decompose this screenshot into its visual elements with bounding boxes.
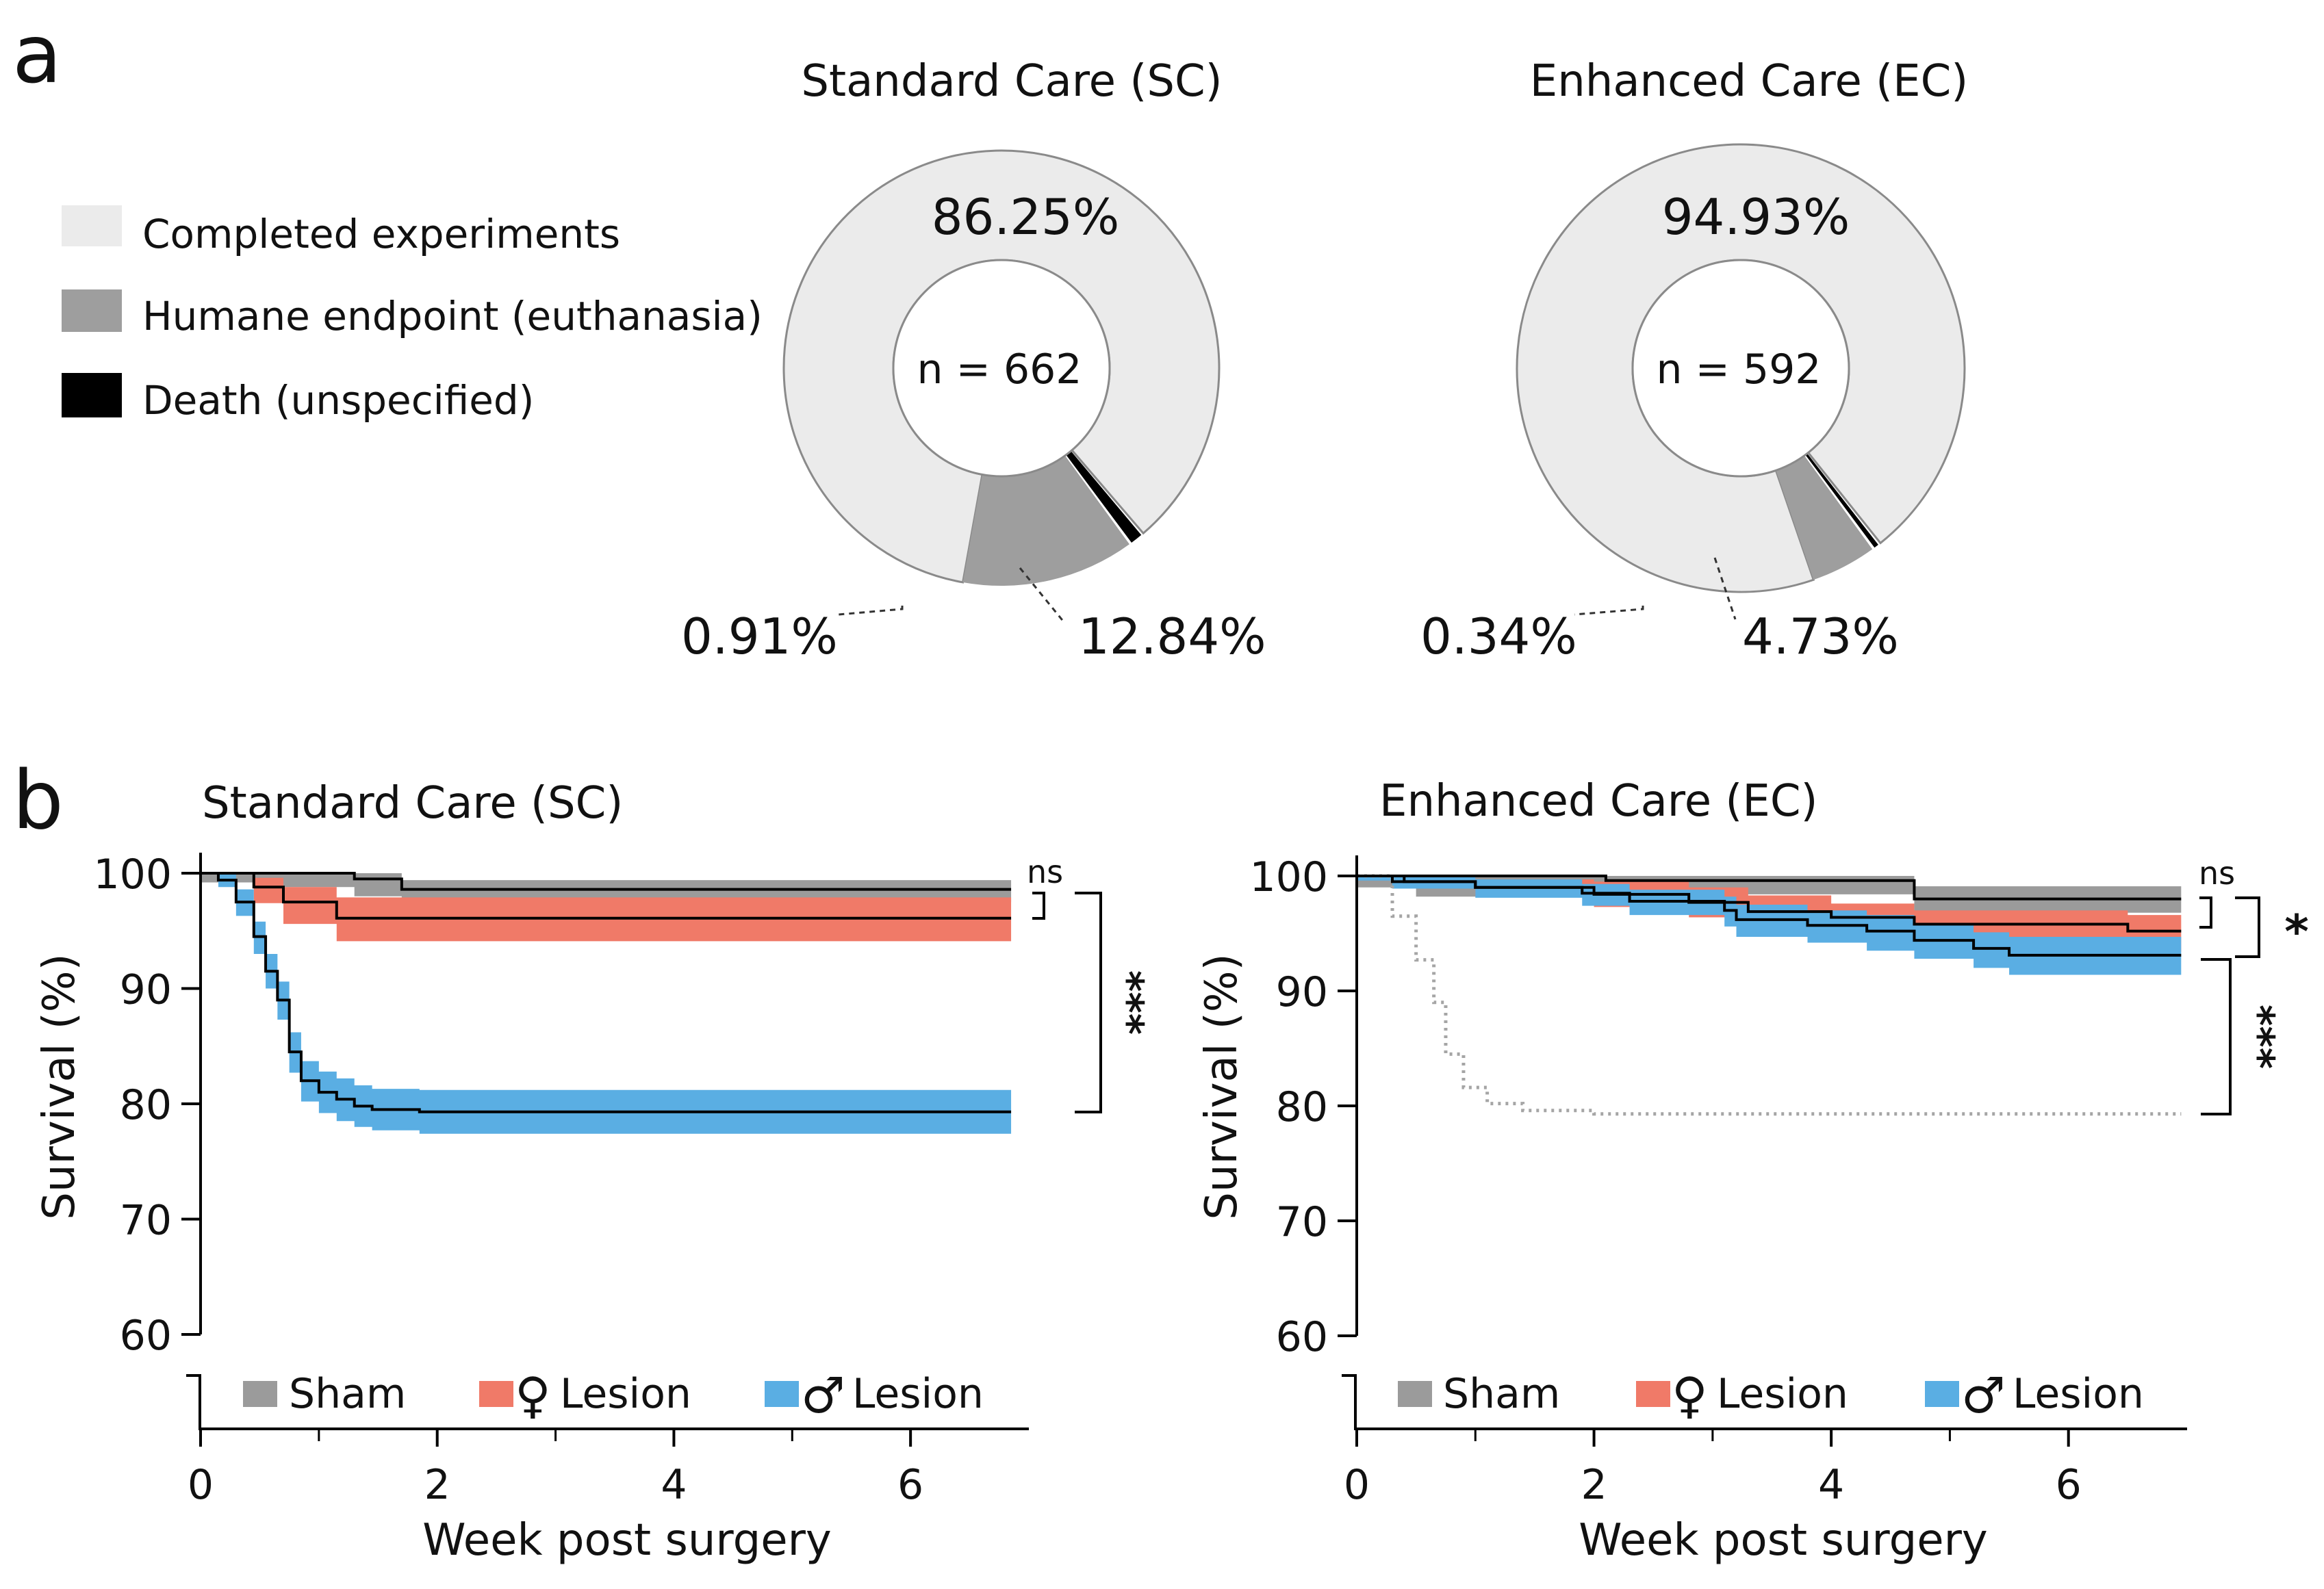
sc-xtick-label-4: 4 bbox=[661, 1461, 687, 1509]
survival-ec-legend-male: Lesion bbox=[2013, 1370, 2144, 1418]
survival-ec-legend-box bbox=[1342, 1374, 2187, 1430]
survival-sc-title: Standard Care (SC) bbox=[202, 778, 623, 829]
ec-ytick-label-70: 70 bbox=[1276, 1198, 1328, 1246]
survival-sc-ylabel: Survival (%) bbox=[34, 953, 85, 1219]
sc-xtick-label-6: 6 bbox=[897, 1461, 923, 1509]
donut-sc: Standard Care (SC) n = 662 86.25% 12.84%… bbox=[681, 56, 1266, 665]
sc-xtick-label-2: 2 bbox=[424, 1461, 450, 1509]
donut-ec-hole bbox=[1631, 259, 1850, 478]
survival-ec-legend-male-symbol: ♂ bbox=[1961, 1367, 2006, 1424]
survival-sc-legend-female: Lesion bbox=[560, 1370, 691, 1418]
legend-label-humane: Humane endpoint (euthanasia) bbox=[142, 293, 763, 339]
survival-sc-legend-swatch-male bbox=[765, 1381, 799, 1407]
sc-band-sham bbox=[201, 873, 1012, 903]
survival-ec-star-bracket bbox=[2235, 896, 2260, 958]
survival-sc-legend-sham: Sham bbox=[289, 1370, 406, 1418]
sc-xtick-label-0: 0 bbox=[188, 1461, 214, 1509]
ec-ytick-label-60: 60 bbox=[1276, 1313, 1328, 1361]
donut-sc-slice-humane bbox=[962, 455, 1129, 586]
legend-swatch-humane bbox=[62, 289, 122, 332]
donut-sc-death-pct: 0.91% bbox=[681, 608, 838, 665]
survival-ec-legend-swatch-sham bbox=[1398, 1381, 1432, 1407]
donut-sc-slice-death bbox=[1066, 451, 1142, 543]
ec-line-male bbox=[1357, 875, 2182, 957]
legend-swatch-completed bbox=[62, 205, 122, 246]
survival-ec-legend-swatch-male bbox=[1925, 1381, 1959, 1407]
survival-ec-title: Enhanced Care (EC) bbox=[1379, 776, 1817, 827]
donut-ec-completed-pct: 94.93% bbox=[1662, 188, 1850, 246]
donut-sc-n-label: n = 662 bbox=[917, 346, 1082, 393]
ec-xtick-label-4: 4 bbox=[1818, 1461, 1844, 1509]
donut-ec-n-label: n = 592 bbox=[1657, 346, 1822, 393]
sc-ytick-label-100: 100 bbox=[93, 851, 172, 899]
ec-xtick-label-2: 2 bbox=[1581, 1461, 1607, 1509]
survival-sc: Standard Care (SC) Survival (%) 60708090… bbox=[34, 778, 1152, 1566]
survival-ec-xlabel: Week post surgery bbox=[1579, 1515, 1988, 1566]
donut-ec: Enhanced Care (EC) n = 592 94.93% 4.73% … bbox=[1420, 56, 1968, 665]
survival-sc-ns-label: ns bbox=[1027, 853, 1063, 890]
donut-sc-hole bbox=[892, 259, 1111, 478]
sc-line-sham bbox=[201, 872, 1012, 891]
donut-ec-death-pct: 0.34% bbox=[1420, 608, 1577, 665]
sc-ytick-label-90: 90 bbox=[120, 966, 172, 1014]
ec-band-male bbox=[1357, 876, 2182, 975]
donut-ec-slice-death bbox=[1805, 453, 1878, 548]
donut-sc-title: Standard Care (SC) bbox=[801, 56, 1222, 107]
legend-label-death: Death (unspecified) bbox=[142, 377, 534, 424]
survival-sc-legend-male: Lesion bbox=[852, 1370, 984, 1418]
sc-line-female bbox=[201, 872, 1012, 920]
survival-sc-legend-swatch-sham bbox=[243, 1381, 277, 1407]
survival-ec-legend-swatch-female bbox=[1636, 1381, 1670, 1407]
donut-ec-title: Enhanced Care (EC) bbox=[1530, 56, 1968, 107]
survival-sc-legend-swatch-female bbox=[479, 1381, 513, 1407]
panel-label-b: b bbox=[12, 753, 64, 847]
ec-xtick-label-0: 0 bbox=[1344, 1461, 1370, 1509]
donut-ec-humane-leader bbox=[1713, 557, 1737, 620]
ec-xtick-label-6: 6 bbox=[2056, 1461, 2082, 1509]
survival-ec-legend-female-symbol: ♀ bbox=[1672, 1367, 1708, 1424]
donut-sc-humane-pct: 12.84% bbox=[1078, 608, 1266, 665]
sc-line-male bbox=[201, 872, 1012, 1113]
panel-label-a: a bbox=[12, 7, 62, 101]
survival-sc-legend-female-symbol: ♀ bbox=[515, 1367, 551, 1424]
survival-sc-xlabel: Week post surgery bbox=[422, 1515, 832, 1566]
survival-ec-legend-sham: Sham bbox=[1443, 1370, 1560, 1418]
donut-sc-humane-leader bbox=[1019, 567, 1066, 623]
survival-ec-legend-female: Lesion bbox=[1717, 1370, 1848, 1418]
survival-ec-stars-bracket bbox=[2201, 958, 2232, 1115]
survival-sc-ns-bracket bbox=[1032, 892, 1045, 920]
survival-ec-ns-label: ns bbox=[2199, 855, 2235, 892]
sc-band-male bbox=[201, 873, 1012, 1134]
legend-label-completed: Completed experiments bbox=[142, 211, 620, 257]
legend-a: Completed experiments Humane endpoint (e… bbox=[62, 205, 763, 424]
ec-line-sham bbox=[1357, 875, 2182, 901]
survival-sc-stars-label: *** bbox=[1104, 970, 1152, 1035]
ec-ytick-label-80: 80 bbox=[1276, 1083, 1328, 1131]
sc-ytick-label-60: 60 bbox=[120, 1312, 172, 1360]
sc-ytick-label-70: 70 bbox=[120, 1197, 172, 1245]
donut-ec-death-leader bbox=[1574, 606, 1644, 616]
donut-sc-completed-pct: 86.25% bbox=[932, 188, 1120, 246]
survival-ec: Enhanced Care (EC) Survival (%) 60708090… bbox=[1197, 776, 2309, 1566]
sc-ytick-label-80: 80 bbox=[120, 1081, 172, 1129]
survival-sc-legend-male-symbol: ♂ bbox=[801, 1367, 845, 1424]
survival-ec-ns-bracket bbox=[2199, 896, 2212, 929]
donut-ec-humane-pct: 4.73% bbox=[1742, 608, 1899, 665]
survival-sc-legend-box bbox=[186, 1374, 1029, 1430]
ec-ytick-label-100: 100 bbox=[1249, 853, 1328, 901]
legend-swatch-death bbox=[62, 373, 122, 417]
donut-ec-slice-humane bbox=[1776, 455, 1873, 580]
survival-ec-stars-label: *** bbox=[2235, 1005, 2283, 1069]
survival-sc-stars-bracket bbox=[1075, 892, 1102, 1113]
survival-ec-star-label: * bbox=[2284, 905, 2309, 959]
sc-band-female bbox=[201, 873, 1012, 942]
survival-ec-ylabel: Survival (%) bbox=[1197, 953, 1247, 1219]
donut-sc-death-leader bbox=[838, 606, 904, 616]
ec-ytick-label-90: 90 bbox=[1276, 968, 1328, 1016]
